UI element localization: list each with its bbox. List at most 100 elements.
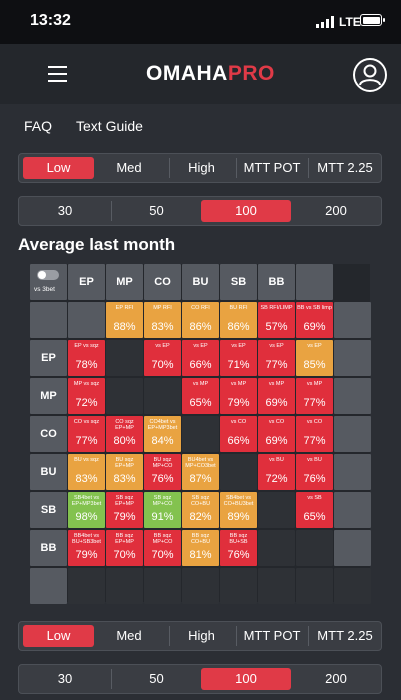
stack-tab-mtt-pot-bottom[interactable]: MTT POT (243, 628, 301, 643)
depth-tab-30[interactable]: 30 (57, 203, 73, 218)
cell-percentage: 81% (189, 549, 212, 561)
matrix-cell[interactable]: BB4bet vs BU+SB3bet 79% (68, 530, 105, 566)
matrix-cell[interactable]: SB sqz MP+CO 91% (144, 492, 181, 528)
stack-tab-med-bottom[interactable]: Med (116, 628, 142, 643)
col-header-bu: BU (182, 264, 219, 300)
matrix-cell[interactable]: BU sqz EP+MP 83% (106, 454, 143, 490)
depth-tab-200-bottom[interactable]: 200 (325, 671, 347, 686)
depth-tab-100-bottom[interactable]: 100 (201, 668, 291, 690)
cell-label: BB sqz CO+BU (190, 533, 211, 545)
stack-tab-mtt-225-bottom[interactable]: MTT 2.25 (317, 628, 373, 643)
stack-tab-mtt-pot[interactable]: MTT POT (243, 160, 301, 175)
matrix-cell[interactable]: BB sqz MP+CO 70% (144, 530, 181, 566)
matrix-cell[interactable]: CO sqz EP+MP 80% (106, 416, 143, 452)
matrix-cell[interactable]: CO4bet vs EP+MP3bet 84% (144, 416, 181, 452)
cell-percentage: 77% (303, 397, 326, 409)
cell-label: vs EP (269, 343, 284, 349)
cell-label: BB4bet vs BU+SB3bet (72, 533, 101, 545)
matrix-cell[interactable]: vs EP 70% (144, 340, 181, 376)
matrix-cell[interactable]: CO vs sqz 77% (68, 416, 105, 452)
cell-percentage: 87% (189, 473, 212, 485)
matrix-cell[interactable]: SB sqz CO+BU 82% (182, 492, 219, 528)
matrix-cell[interactable]: BU vs sqz 83% (68, 454, 105, 490)
depth-tab-200[interactable]: 200 (325, 203, 347, 218)
matrix-cell[interactable]: SB sqz EP+MP 79% (106, 492, 143, 528)
matrix-empty-cell (182, 416, 219, 452)
cell-percentage: 66% (189, 359, 212, 371)
matrix-cell[interactable]: BU RFI 86% (220, 302, 257, 338)
matrix-cell[interactable]: vs MP 69% (258, 378, 295, 414)
cell-label: vs SB (307, 495, 322, 501)
cell-percentage: 76% (227, 549, 250, 561)
matrix-cell[interactable]: BB sqz EP+MP 70% (106, 530, 143, 566)
nav-text-guide-link[interactable]: Text Guide (76, 118, 143, 134)
stack-tab-high-bottom[interactable]: High (188, 628, 215, 643)
matrix-cell[interactable]: BB sqz CO+BU 81% (182, 530, 219, 566)
stack-tab-med[interactable]: Med (116, 160, 142, 175)
matrix-cell[interactable]: SB4bet vs EP+MP3bet 98% (68, 492, 105, 528)
matrix-cell[interactable]: BB sqz BU+SB 76% (220, 530, 257, 566)
matrix-cell[interactable]: vs MP 77% (296, 378, 333, 414)
cell-percentage: 72% (75, 397, 98, 409)
matrix-empty-cell (106, 378, 143, 414)
depth-tab-100[interactable]: 100 (201, 200, 291, 222)
cell-label: CO sqz EP+MP (115, 419, 134, 431)
matrix-cell[interactable]: vs BU 72% (258, 454, 295, 490)
matrix-corner-cell: vs 3bet (30, 264, 67, 300)
cell-label: vs MP (306, 381, 323, 387)
cell-label: MP RFI (153, 305, 172, 311)
cell-label: SB4bet vs EP+MP3bet (71, 495, 102, 507)
vs-3bet-toggle[interactable] (37, 270, 59, 280)
col-header-ep: EP (68, 264, 105, 300)
matrix-cell[interactable]: vs CO 77% (296, 416, 333, 452)
stack-tab-mtt-225[interactable]: MTT 2.25 (317, 160, 373, 175)
matrix-cell[interactable]: vs SB 65% (296, 492, 333, 528)
matrix-cell[interactable]: SB RFI/LIMP 57% (258, 302, 295, 338)
matrix-cell[interactable]: vs BU 76% (296, 454, 333, 490)
depth-tab-50[interactable]: 50 (149, 203, 164, 218)
nav-faq-link[interactable]: FAQ (24, 118, 53, 134)
stack-tab-low-bottom[interactable]: Low (23, 625, 94, 647)
cell-label: CO RFI (191, 305, 210, 311)
depth-tab-30-bottom[interactable]: 30 (57, 671, 73, 686)
cell-percentage: 72% (265, 473, 288, 485)
matrix-cell[interactable]: CO RFI 86% (182, 302, 219, 338)
cell-percentage: 91% (151, 511, 174, 523)
hamburger-menu-icon[interactable] (48, 66, 67, 82)
matrix-cell[interactable]: BU4bet vs MP+CO3bet 87% (182, 454, 219, 490)
matrix-cell[interactable]: BU sqz MP+CO 76% (144, 454, 181, 490)
col-header-co: CO (144, 264, 181, 300)
stack-tab-high[interactable]: High (188, 160, 215, 175)
matrix-cell[interactable]: vs CO 69% (258, 416, 295, 452)
matrix-empty-cell (258, 530, 295, 566)
matrix-cell[interactable]: vs EP 85% (296, 340, 333, 376)
signal-icon (316, 16, 336, 28)
matrix-empty-cell (334, 340, 371, 376)
cell-percentage: 57% (265, 321, 288, 333)
matrix-cell[interactable]: vs EP 71% (220, 340, 257, 376)
status-time: 13:32 (30, 12, 71, 29)
stack-tab-low[interactable]: Low (23, 157, 94, 179)
matrix-cell[interactable]: EP vs sqz 78% (68, 340, 105, 376)
col-header-blank (296, 264, 333, 300)
depth-tab-50-bottom[interactable]: 50 (149, 671, 164, 686)
matrix-cell[interactable]: BB vs SB limp 69% (296, 302, 333, 338)
user-profile-icon[interactable] (353, 58, 387, 92)
row-header-blank (30, 302, 67, 338)
depth-tabs-bottom: 30 50 100 200 (18, 664, 382, 694)
matrix-empty-cell (182, 568, 219, 604)
matrix-cell[interactable]: MP vs sqz 72% (68, 378, 105, 414)
matrix-cell[interactable]: vs EP 77% (258, 340, 295, 376)
matrix-cell[interactable]: vs CO 66% (220, 416, 257, 452)
matrix-cell[interactable]: EP RFI 88% (106, 302, 143, 338)
matrix-cell[interactable]: vs MP 65% (182, 378, 219, 414)
matrix-cell[interactable]: SB4bet vs CO+BU3bet 89% (220, 492, 257, 528)
cell-percentage: 71% (227, 359, 250, 371)
cell-label: SB sqz EP+MP (115, 495, 134, 507)
matrix-cell[interactable]: vs MP 79% (220, 378, 257, 414)
battery-icon (360, 14, 385, 26)
matrix-cell[interactable]: MP RFI 83% (144, 302, 181, 338)
stack-tabs: Low Med High MTT POT MTT 2.25 (18, 153, 382, 183)
cell-percentage: 83% (75, 473, 98, 485)
matrix-cell[interactable]: vs EP 66% (182, 340, 219, 376)
